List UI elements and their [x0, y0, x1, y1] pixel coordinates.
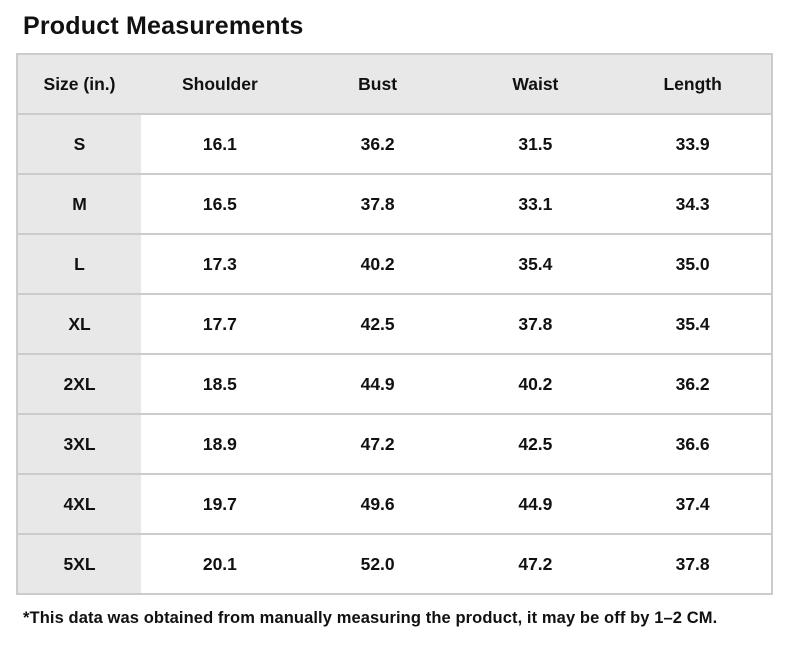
measurement-cell: 19.7 [141, 474, 299, 534]
measurement-cell: 42.5 [298, 294, 457, 354]
measurement-cell: 16.5 [141, 174, 299, 234]
measurement-cell: 35.4 [456, 234, 615, 294]
measurement-cell: 35.0 [614, 234, 772, 294]
measurement-cell: 42.5 [456, 414, 615, 474]
page-title: Product Measurements [23, 12, 304, 40]
measurement-cell: 18.9 [141, 414, 299, 474]
table-row: L 17.3 40.2 35.4 35.0 [17, 234, 772, 294]
table-row: S 16.1 36.2 31.5 33.9 [17, 114, 772, 174]
column-header-waist: Waist [456, 54, 615, 114]
measurement-cell: 17.7 [141, 294, 299, 354]
table-row: 2XL 18.5 44.9 40.2 36.2 [17, 354, 772, 414]
size-cell: S [17, 114, 141, 174]
table-row: 4XL 19.7 49.6 44.9 37.4 [17, 474, 772, 534]
measurement-cell: 47.2 [298, 414, 457, 474]
measurement-cell: 36.2 [298, 114, 457, 174]
measurement-cell: 37.4 [614, 474, 772, 534]
size-cell: XL [17, 294, 141, 354]
measurement-disclaimer: *This data was obtained from manually me… [23, 609, 718, 627]
measurement-cell: 40.2 [298, 234, 457, 294]
size-cell: L [17, 234, 141, 294]
measurement-cell: 20.1 [141, 534, 299, 594]
column-header-shoulder: Shoulder [141, 54, 299, 114]
table-row: M 16.5 37.8 33.1 34.3 [17, 174, 772, 234]
measurement-cell: 34.3 [614, 174, 772, 234]
measurement-cell: 17.3 [141, 234, 299, 294]
table-row: 3XL 18.9 47.2 42.5 36.6 [17, 414, 772, 474]
measurements-table: Size (in.) Shoulder Bust Waist Length S … [16, 53, 773, 595]
measurement-cell: 44.9 [456, 474, 615, 534]
size-cell: 5XL [17, 534, 141, 594]
size-cell: M [17, 174, 141, 234]
measurement-cell: 36.2 [614, 354, 772, 414]
measurement-cell: 47.2 [456, 534, 615, 594]
measurement-cell: 52.0 [298, 534, 457, 594]
measurement-cell: 37.8 [614, 534, 772, 594]
measurement-cell: 31.5 [456, 114, 615, 174]
measurement-cell: 37.8 [298, 174, 457, 234]
table-row: XL 17.7 42.5 37.8 35.4 [17, 294, 772, 354]
table-row: 5XL 20.1 52.0 47.2 37.8 [17, 534, 772, 594]
table-header-row: Size (in.) Shoulder Bust Waist Length [17, 54, 772, 114]
measurement-cell: 40.2 [456, 354, 615, 414]
size-cell: 2XL [17, 354, 141, 414]
column-header-bust: Bust [298, 54, 457, 114]
measurement-cell: 18.5 [141, 354, 299, 414]
size-cell: 3XL [17, 414, 141, 474]
measurement-cell: 16.1 [141, 114, 299, 174]
measurement-cell: 49.6 [298, 474, 457, 534]
column-header-length: Length [614, 54, 772, 114]
column-header-size: Size (in.) [17, 54, 141, 114]
measurement-cell: 33.9 [614, 114, 772, 174]
measurement-cell: 44.9 [298, 354, 457, 414]
size-cell: 4XL [17, 474, 141, 534]
measurement-cell: 37.8 [456, 294, 615, 354]
measurement-cell: 33.1 [456, 174, 615, 234]
measurement-cell: 35.4 [614, 294, 772, 354]
measurement-cell: 36.6 [614, 414, 772, 474]
